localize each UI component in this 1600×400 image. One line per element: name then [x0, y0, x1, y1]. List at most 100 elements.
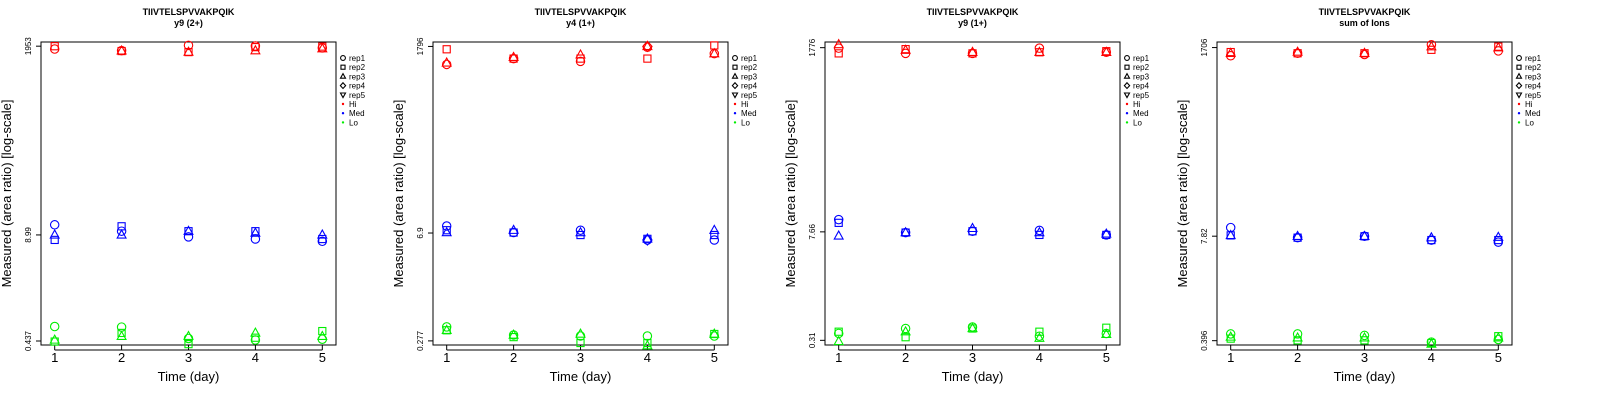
y-tick-label: 1796: [416, 37, 425, 55]
data-point-lo: [1492, 331, 1504, 342]
data-point-hi: [250, 44, 261, 55]
data-point-lo: [318, 326, 327, 336]
data-point-lo: [1102, 323, 1111, 332]
legend-dot-lo: [1125, 121, 1129, 124]
legend-label-rep2: rep2: [1133, 63, 1150, 72]
data-point-hi: [116, 44, 127, 55]
y-tick-label: 0.31: [808, 332, 817, 348]
data-point-hi: [1034, 43, 1045, 53]
legend-dot-med: [1517, 112, 1521, 115]
plot-frame: [1216, 41, 1513, 346]
data-point-med: [441, 221, 452, 231]
legend-label-rep3: rep3: [741, 72, 758, 81]
data-point-med: [834, 218, 843, 227]
data-point-lo: [576, 338, 585, 348]
legend-label-rep4: rep4: [741, 82, 758, 91]
data-point-hi: [251, 43, 260, 52]
data-point-lo: [575, 328, 586, 338]
legend-dot-hi: [733, 102, 737, 106]
data-point-lo: [643, 338, 652, 348]
data-point-med: [1359, 230, 1370, 240]
y-tick-label: 0.437: [24, 330, 33, 351]
data-point-lo: [1426, 338, 1437, 348]
data-point-med: [575, 225, 586, 235]
data-point-lo: [709, 331, 720, 341]
data-point-lo: [1100, 328, 1112, 339]
legend-label-rep2: rep2: [349, 63, 366, 72]
data-point-hi: [708, 47, 720, 58]
legend-label-rep1: rep1: [1525, 54, 1542, 63]
data-point-lo: [183, 330, 194, 340]
data-point-hi: [1100, 46, 1112, 56]
x-tick-label: 5: [1495, 350, 1502, 365]
data-point-hi: [575, 48, 586, 59]
legend-dot-lo: [733, 121, 737, 124]
x-tick-label: 1: [443, 350, 450, 365]
chart-subtitle: sum of Ions: [1339, 18, 1390, 28]
legend-label-rep1: rep1: [349, 54, 366, 63]
data-point-lo: [508, 329, 519, 339]
legend-label-rep3: rep3: [1525, 72, 1542, 81]
legend-symbol-rep3: [339, 72, 347, 79]
data-point-med: [183, 225, 194, 235]
data-point-med: [1493, 237, 1504, 247]
plot-frame: [824, 41, 1121, 346]
chart-title: TIIVTELSPVVAKPQIK: [535, 7, 627, 17]
data-point-hi: [1292, 48, 1303, 59]
legend-symbol-rep4: [339, 81, 347, 90]
legend-label-med: Med: [1133, 109, 1149, 118]
legend-label-rep4: rep4: [349, 82, 366, 91]
x-tick-label: 2: [1294, 350, 1301, 365]
legend-label-med: Med: [741, 109, 757, 118]
data-point-med: [1100, 227, 1112, 238]
legend-label-rep5: rep5: [741, 91, 758, 100]
x-tick-label: 5: [319, 350, 326, 365]
x-tick-label: 5: [1103, 350, 1110, 365]
data-point-hi: [643, 54, 652, 63]
legend-label-rep4: rep4: [1525, 82, 1542, 91]
data-point-lo: [117, 328, 126, 338]
data-point-hi: [442, 45, 451, 54]
y-tick-label: 6.9: [416, 227, 425, 239]
data-point-lo: [441, 324, 453, 334]
plot-frame: [40, 41, 337, 346]
chart-title: TIIVTELSPVVAKPQIK: [143, 7, 235, 17]
legend-symbol-rep5: [1515, 92, 1523, 99]
legend-label-lo: Lo: [349, 118, 358, 127]
y-tick-label: 7.66: [808, 224, 817, 240]
data-point-lo: [316, 330, 328, 340]
legend-dot-lo: [1517, 121, 1521, 124]
data-point-lo: [967, 322, 978, 333]
data-point-med: [116, 228, 127, 239]
data-point-med: [1492, 231, 1504, 241]
x-axis-label: Time (day): [1334, 369, 1396, 384]
data-point-hi: [576, 54, 585, 63]
legend-dot-med: [341, 112, 345, 115]
legend-symbol-rep2: [340, 64, 346, 70]
data-point-lo: [901, 333, 910, 342]
data-point-lo: [250, 326, 261, 337]
data-point-med: [710, 230, 719, 240]
x-tick-label: 4: [1036, 350, 1043, 365]
legend-label-lo: Lo: [1133, 118, 1142, 127]
x-tick-label: 2: [510, 350, 517, 365]
y-tick-label: 1706: [1200, 38, 1209, 56]
data-point-med: [441, 226, 453, 237]
legend-symbol-rep1: [1516, 55, 1522, 61]
data-point-lo: [1034, 331, 1045, 341]
plot-frame: [432, 41, 729, 346]
x-tick-label: 3: [577, 350, 584, 365]
legend-label-rep5: rep5: [1133, 91, 1150, 100]
data-point-lo: [184, 339, 193, 349]
data-point-med: [116, 226, 127, 236]
legend-symbol-rep2: [1516, 64, 1522, 70]
x-tick-label: 4: [644, 350, 651, 365]
legend-label-med: Med: [1525, 109, 1541, 118]
data-point-med: [50, 235, 59, 245]
legend-label-rep3: rep3: [349, 72, 366, 81]
legend-symbol-rep5: [731, 92, 739, 99]
chart-title: TIIVTELSPVVAKPQIK: [1319, 7, 1411, 17]
x-tick-label: 1: [835, 350, 842, 365]
